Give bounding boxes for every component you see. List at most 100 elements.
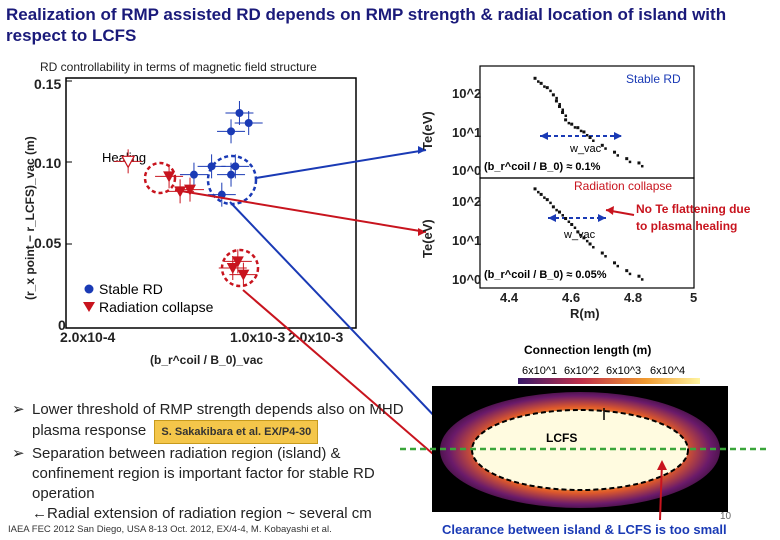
te-point — [573, 126, 577, 129]
te-point — [573, 226, 577, 229]
no-flattening-label-2: to plasma healing — [636, 219, 737, 233]
stable-point — [189, 170, 198, 179]
te-point — [600, 143, 604, 147]
stable-point — [207, 162, 216, 171]
te-point — [592, 245, 595, 249]
collapse-point — [184, 184, 196, 196]
healing-point — [121, 155, 136, 169]
connector-stable-te-arrow — [418, 146, 426, 154]
te-point — [616, 264, 620, 268]
te-collapse-ytick-1: 10^1 — [452, 233, 481, 248]
te-point — [576, 230, 580, 234]
te-point — [616, 154, 620, 157]
te-point — [582, 236, 586, 240]
te-point — [561, 214, 564, 217]
te-point — [613, 261, 617, 265]
bullet-3-text: Radial extension of radiation region ~ s… — [47, 505, 372, 522]
te-point — [640, 278, 644, 281]
te-collapse-ytick-0: 10^0 — [452, 272, 481, 287]
lc-title: Connection length (m) — [524, 343, 651, 357]
wvac-collapse-label: w_vac — [563, 229, 596, 241]
stable-point — [235, 109, 244, 117]
lc-colorbar-1: 6x10^1 — [522, 365, 557, 377]
te-point — [613, 150, 617, 154]
te-point — [576, 126, 580, 130]
stable-point — [227, 127, 236, 136]
collapse-point — [237, 269, 250, 281]
legend-stable-label: Stable RD — [99, 281, 163, 297]
stable-point — [227, 170, 236, 179]
te-point — [549, 201, 552, 205]
te-point — [625, 269, 629, 273]
bullet-2-text: Separation between radiation region (isl… — [32, 445, 375, 502]
stable-point — [231, 162, 240, 171]
no-flattening-label: No Te flattening due — [636, 202, 751, 216]
te-point — [628, 160, 632, 164]
left-arrow-icon: ← — [32, 505, 47, 522]
page-number: 10 — [720, 511, 732, 522]
te-point — [549, 89, 552, 93]
te-point — [637, 161, 641, 165]
te-stable-ylabel: Te(eV) — [420, 111, 435, 150]
te-point — [545, 198, 549, 202]
lc-colorbar-2: 6x10^2 — [564, 365, 599, 377]
te-point — [579, 129, 583, 133]
bullet-3: ←Radial extension of radiation region ~ … — [12, 504, 412, 524]
te-point — [543, 196, 546, 199]
te-point — [600, 251, 604, 255]
collapse-point — [231, 256, 244, 268]
y-tick-label-0.15: 0.15 — [34, 76, 61, 92]
clearance-note: Clearance between island & LCFS is too s… — [442, 522, 727, 537]
te-xtick-4.6: 4.6 — [562, 290, 580, 305]
te-stable-marks — [533, 76, 644, 168]
te-point — [551, 93, 555, 97]
te-collapse-title: Radiation collapse — [574, 179, 672, 193]
te-xlabel: R(m) — [570, 306, 600, 321]
te-point — [585, 133, 589, 137]
te-stable-ytick-0: 10^0 — [452, 163, 481, 178]
bullet-2: ➢ Separation between radiation region (i… — [12, 444, 412, 504]
te-collapse-marks — [533, 187, 644, 281]
ratio-collapse-label: (b_r^coil / B_0) ≈ 0.05% — [484, 269, 607, 281]
bullet-arrow-icon: ➢ — [12, 401, 25, 418]
clearance-arrow — [659, 461, 663, 521]
rmp-plot-frame — [65, 77, 357, 329]
connector-collapse-te-arrow — [418, 228, 426, 236]
te-point — [564, 118, 568, 122]
rmp-plot-title: RD controllability in terms of magnetic … — [40, 60, 317, 74]
te-point — [561, 108, 564, 112]
stable-point — [244, 119, 253, 127]
legend-stable-marker — [84, 284, 94, 294]
te-point — [543, 85, 546, 88]
te-point — [555, 96, 558, 100]
te-collapse-frame — [479, 177, 695, 289]
te-point — [604, 147, 607, 150]
te-point — [558, 102, 561, 106]
te-point — [628, 272, 632, 276]
te-point — [557, 210, 561, 214]
te-point — [564, 217, 568, 221]
te-point — [551, 205, 555, 209]
legend-collapse-label: Radiation collapse — [99, 299, 214, 315]
footer-citation: IAEA FEC 2012 San Diego, USA 8-13 Oct. 2… — [8, 524, 332, 535]
y-tick-label-0.05: 0.05 — [34, 235, 61, 251]
te-point — [537, 190, 540, 194]
slide-title: Realization of RMP assisted RD depends o… — [6, 5, 727, 45]
te-point — [545, 86, 549, 90]
rmp-data-marks — [114, 101, 263, 287]
te-point — [554, 99, 558, 103]
te-point — [604, 255, 607, 258]
te-point — [561, 110, 565, 114]
te-point — [555, 208, 558, 212]
bullet-arrow-icon: ➢ — [12, 445, 25, 462]
connector-stable-lc — [229, 201, 441, 423]
x-tick-label-2e-4: 2.0x10-4 — [60, 329, 115, 345]
te-xtick-4.4: 4.4 — [500, 290, 519, 305]
bullet-1: ➢ Lower threshold of RMP strength depend… — [12, 400, 412, 444]
bullet-1-text: Lower threshold of RMP strength depends … — [32, 401, 404, 439]
te-point — [557, 105, 561, 109]
te-point — [585, 239, 589, 243]
bullet-list: ➢ Lower threshold of RMP strength depend… — [12, 400, 412, 524]
te-stable-ytick-2: 10^2 — [452, 86, 481, 101]
